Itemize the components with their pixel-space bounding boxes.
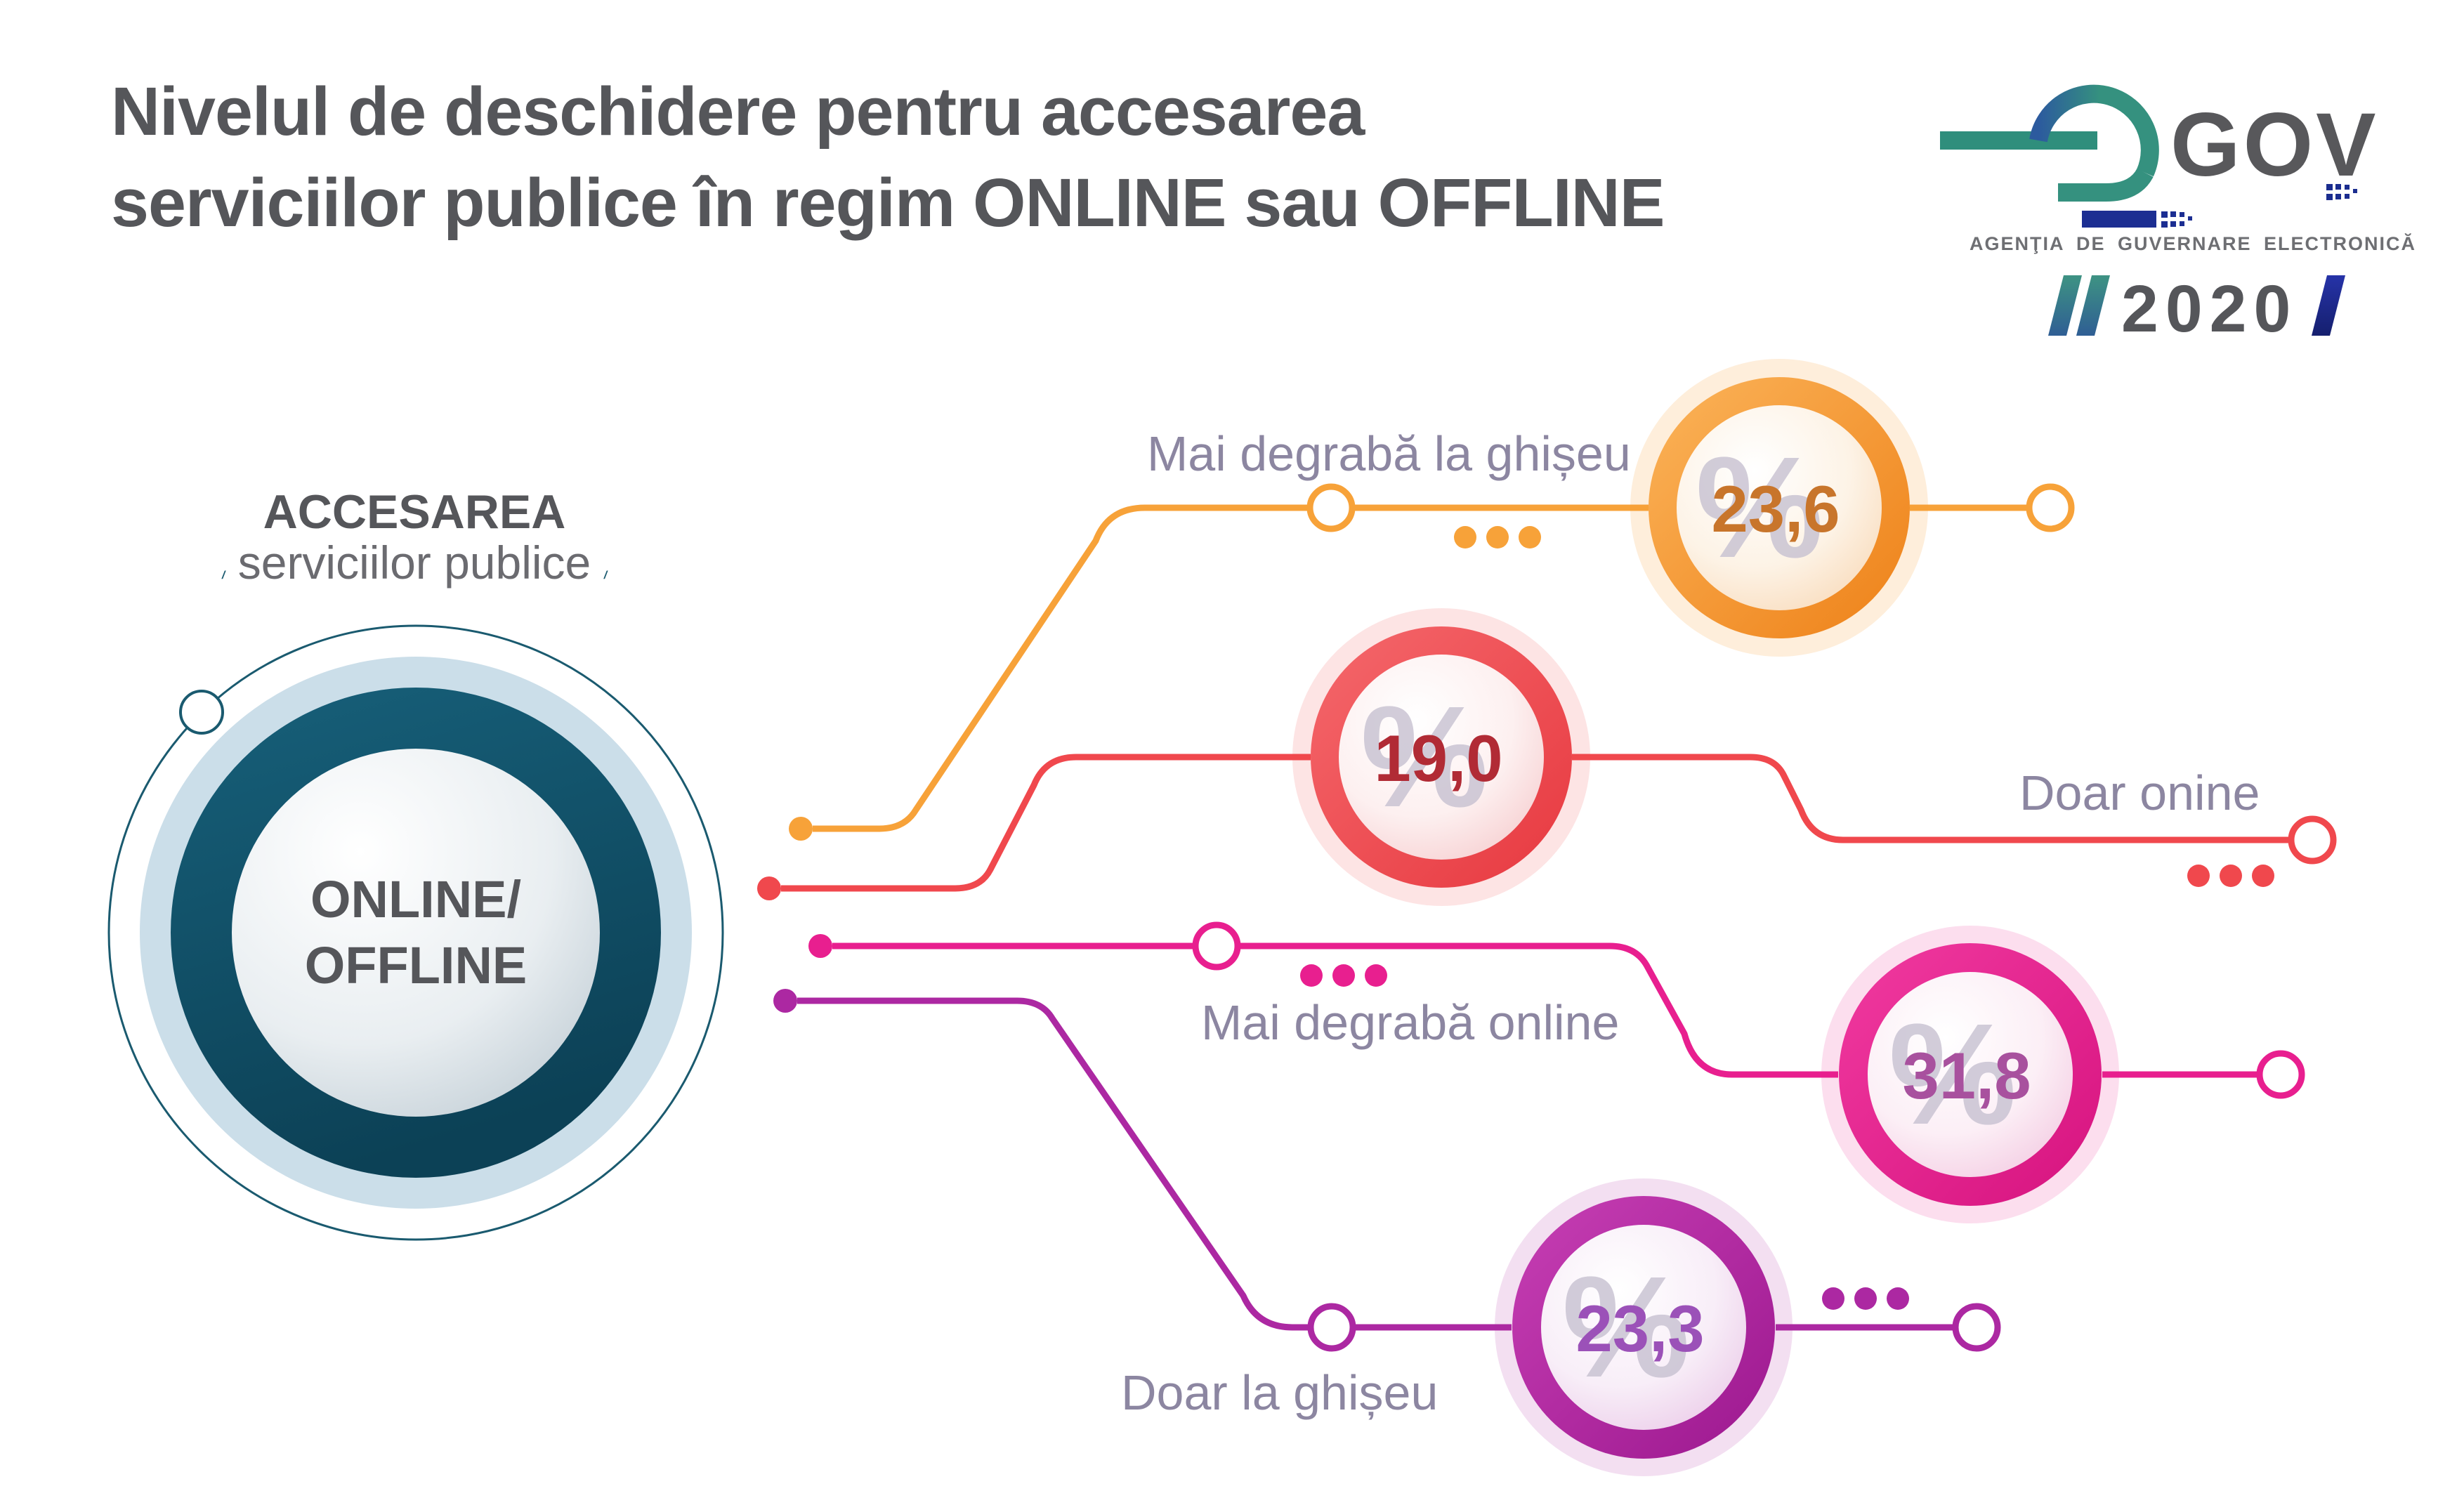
pixel-dots xyxy=(2326,184,2357,200)
branch-label: Doar la ghișeu xyxy=(1121,1365,1438,1420)
percent-watermark: % xyxy=(1889,994,2017,1155)
value-bubble: % 31,8 xyxy=(1821,926,2119,1223)
hub-heading: ACCESAREA xyxy=(263,485,566,539)
branch-doar-la-ghiseu: Doar la ghișeu % 23,3 xyxy=(773,989,2001,1476)
hub-subheading: / serviciilor publice / xyxy=(221,537,608,589)
connector-ring-icon xyxy=(2256,1050,2305,1099)
value-bubble: % 19,0 xyxy=(1292,608,1590,906)
ellipsis-dots-icon xyxy=(1454,526,1541,548)
slash-icon: / xyxy=(221,570,226,582)
logo-caption: AGENŢIA DE GUVERNARE ELECTRONICĂ xyxy=(1970,232,2416,254)
branch-start-dot xyxy=(757,876,781,900)
connector-line xyxy=(797,997,1311,1331)
percent-watermark: % xyxy=(1696,427,1823,588)
connector-line xyxy=(813,504,1309,832)
title-line-2: serviciilor publice în regim ONLINE sau … xyxy=(111,164,1664,241)
connector-ring-icon xyxy=(2026,483,2075,532)
pixel-dots xyxy=(2161,211,2192,228)
value-text: 19,0 xyxy=(1375,721,1503,795)
connector-line xyxy=(1572,754,2290,843)
connector-ring-icon xyxy=(1306,483,1356,532)
year-slash-icon xyxy=(2312,275,2345,336)
ellipsis-dots-icon xyxy=(2187,865,2274,887)
branch-label: Doar onine xyxy=(2019,766,2260,820)
branch-start-dot xyxy=(773,989,797,1013)
value-text: 23,6 xyxy=(1712,472,1840,546)
branch-mai-degraba-online: Mai degrabă online % 31,8 xyxy=(808,921,2305,1223)
title-line-1: Nivelul de deschidere pentru accesarea xyxy=(111,73,1365,150)
hub-silver-disc xyxy=(232,749,600,1117)
branch-doar-online: Doar onine % 19,0 xyxy=(757,608,2337,906)
connector-ring-icon xyxy=(1192,921,1241,971)
page-title: Nivelul de deschidere pentru accesarea s… xyxy=(111,73,1665,241)
year-badge: 2020 xyxy=(2048,272,2345,346)
value-bubble: % 23,6 xyxy=(1630,359,1928,657)
logo-gov-text: GOV xyxy=(2170,95,2379,195)
hub-circle-line-1: ONLINE/ xyxy=(310,870,521,928)
hub-circle-line-2: OFFLINE xyxy=(305,936,527,994)
connector-line xyxy=(781,754,1311,892)
value-text: 31,8 xyxy=(1903,1039,2031,1112)
egov-e-icon xyxy=(1940,84,2357,228)
connector-line xyxy=(1239,942,1838,1078)
ellipsis-dots-icon xyxy=(1822,1287,1909,1310)
branch-start-dot xyxy=(808,934,832,958)
ellipsis-dots-icon xyxy=(1300,964,1387,987)
branch-start-dot xyxy=(789,817,813,841)
percent-watermark: % xyxy=(1361,676,1488,837)
center-hub: ACCESAREA / serviciilor publice / ONLINE… xyxy=(107,485,724,1241)
hub-orbit-dot xyxy=(179,690,224,735)
percent-watermark: % xyxy=(1562,1247,1690,1407)
branch-label: Mai degrabă online xyxy=(1201,995,1619,1050)
year-slash-icon xyxy=(2076,275,2110,336)
branch-label: Mai degrabă la ghișeu xyxy=(1147,426,1631,481)
connector-ring-icon xyxy=(1952,1303,2001,1352)
value-text: 23,3 xyxy=(1576,1292,1705,1365)
connector-ring-icon xyxy=(1307,1303,1356,1352)
egov-logo: GOV AGENŢIA DE GUVERNARE ELECTRONICĂ 202… xyxy=(1940,84,2416,346)
branch-mai-degraba-la-ghiseu: Mai degrabă la ghișeu % 23,6 xyxy=(789,359,2075,841)
year-slash-icon xyxy=(2048,275,2082,336)
value-bubble: % 23,3 xyxy=(1495,1178,1793,1476)
slash-icon: / xyxy=(603,570,608,582)
connector-ring-icon xyxy=(2288,815,2337,865)
year-text: 2020 xyxy=(2121,272,2298,346)
